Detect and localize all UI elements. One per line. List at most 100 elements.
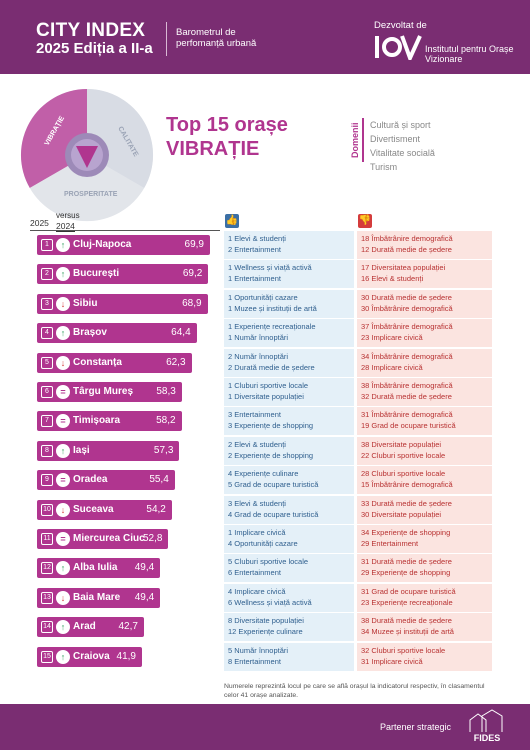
strength-item: 2 Entertainment [228, 245, 281, 254]
weakness-item: 31 Implicare civică [361, 656, 423, 666]
weakness-item: 34 Îmbătrânire demografică [361, 351, 453, 361]
trend-same-icon: = [56, 532, 70, 546]
city-name: Cluj-Napoca [73, 239, 132, 250]
city-name: Constanța [73, 356, 122, 368]
ranking-row: 2 ↑ București 69,2 1 Wellness și viață a… [0, 260, 530, 289]
weakness-item: 31 Îmbătrânire demografică [361, 410, 453, 420]
strengths-cell: 4 Implicare civică 6 Wellness și viață a… [224, 583, 354, 612]
city-score: 69,2 [182, 268, 203, 280]
weakness-item: 38 Durată medie de ședere [361, 616, 452, 626]
score-bar: 1 ↑ Cluj-Napoca 69,9 [37, 235, 210, 255]
city-score: 58,2 [156, 415, 176, 427]
strength-item: 8 Diversitate populației [228, 616, 304, 626]
city-score: 42,7 [118, 621, 138, 633]
strength-item: 5 Cluburi sportive locale [228, 557, 309, 567]
ranking-row: 7 = Timișoara 58,2 3 Entertainment 3 Exp… [0, 407, 530, 436]
rank-badge: 5 [41, 356, 53, 369]
strength-item: 5 Grad de ocupare turistică [228, 480, 319, 490]
weakness-item: 18 Îmbătrânire demografică [361, 234, 453, 243]
weaknesses-cell: 18 Îmbătrânire demografică 12 Durată med… [357, 231, 492, 259]
rank-badge: 14 [41, 621, 53, 634]
footnote: Numerele reprezintă locul pe care se afl… [224, 683, 485, 699]
strength-item: 2 Experiențe de shopping [228, 450, 314, 460]
institute-name: Institutul pentru Orașe Vizionare [425, 44, 514, 64]
domain-item: Turism [370, 162, 398, 172]
weakness-item: 38 Îmbătrânire demografică [361, 381, 453, 390]
weakness-item: 32 Cluburi sportive locale [361, 645, 446, 655]
city-name: Brașov [73, 327, 107, 339]
score-bar: 7 = Timișoara 58,2 [37, 411, 182, 432]
weakness-item: 28 Implicare civică [361, 362, 423, 372]
header-banner [0, 0, 530, 74]
strengths-cell: 1 Elevi & studenți 2 Entertainment [224, 231, 354, 259]
page-title: Top 15 orașe VIBRAȚIE [166, 113, 288, 161]
thumbs-up-icon: 👍 [225, 214, 239, 228]
index-title: CITY INDEX [36, 20, 146, 41]
city-score: 49,4 [134, 562, 155, 574]
ranking-row: 13 ↓ Baia Mare 49,4 4 Implicare civică 6… [0, 583, 530, 612]
trend-up-icon: ↑ [56, 649, 70, 664]
weakness-item: 34 Experiențe de shopping [361, 528, 451, 537]
strengths-cell: 8 Diversitate populației 12 Experiențe c… [224, 613, 354, 642]
strengths-cell: 5 Cluburi sportive locale 6 Entertainmen… [224, 554, 354, 583]
rank-badge: 4 [41, 327, 53, 340]
title-line-1: Top 15 orașe [166, 114, 288, 136]
weakness-item: 37 Îmbătrânire demografică [361, 322, 453, 332]
weaknesses-cell: 28 Cluburi sportive locale 15 Îmbătrânir… [357, 466, 492, 495]
strength-item: 2 Număr înnoptări [228, 351, 289, 361]
rank-badge: 9 [41, 474, 53, 487]
strength-item: 3 Elevi & studenți [228, 498, 286, 508]
strength-item: 1 Muzee și instituții de artă [228, 303, 317, 313]
weakness-item: 38 Diversitate populației [361, 439, 442, 449]
weaknesses-cell: 38 Diversitate populației 22 Cluburi spo… [357, 436, 492, 465]
city-score: 57,3 [153, 444, 174, 456]
trend-down-icon: ↓ [56, 355, 70, 370]
footer-banner [0, 704, 530, 750]
weaknesses-cell: 32 Cluburi sportive locale 31 Implicare … [357, 642, 492, 671]
weaknesses-cell: 31 Grad de ocupare turistică 23 Experien… [357, 583, 492, 612]
city-score: 55,4 [149, 474, 169, 486]
weakness-item: 31 Grad de ocupare turistică [361, 586, 456, 596]
score-bar: 6 = Târgu Mureș 58,3 [37, 382, 182, 402]
score-bar: 2 ↑ București 69,2 [37, 264, 209, 285]
trend-up-icon: ↑ [56, 267, 70, 282]
strength-item: 5 Număr înnoptări [228, 645, 289, 655]
weakness-item: 17 Diversitatea populației [361, 263, 446, 273]
wheel-label-prosperitate: PROSPERITATE [64, 191, 118, 198]
strength-item: 3 Experiențe de shopping [228, 421, 314, 431]
score-bar: 8 ↑ Iași 57,3 [37, 440, 180, 461]
city-name: Alba Iulia [73, 562, 118, 574]
city-name: Iași [73, 444, 90, 456]
weaknesses-cell: 33 Durată medie de ședere 30 Diversitate… [357, 495, 492, 524]
rank-badge: 12 [41, 562, 53, 575]
trend-down-icon: ↓ [56, 502, 70, 517]
city-name: Târgu Mureș [73, 386, 134, 397]
domains-wheel-icon: VIBRAȚIE CALITATE PROSPERITATE [20, 88, 154, 222]
weaknesses-cell: 31 Îmbătrânire demografică 19 Grad de oc… [357, 407, 492, 436]
strengths-cell: 2 Număr înnoptări 2 Durată medie de șede… [224, 348, 354, 377]
strengths-cell: 2 Elevi & studenți 2 Experiențe de shopp… [224, 436, 354, 465]
ranking-row: 14 ↑ Arad 42,7 8 Diversitate populației … [0, 613, 530, 642]
strength-item: 1 Implicare civică [228, 528, 286, 537]
city-name: Miercurea Ciuc [73, 533, 145, 544]
rank-badge: 7 [41, 415, 53, 428]
year-previous: 2024 [56, 221, 75, 232]
iov-logo [375, 35, 422, 60]
rank-badge: 10 [41, 503, 53, 516]
score-bar: 15 ↑ Craiova 41,9 [37, 646, 142, 667]
rank-badge: 3 [41, 297, 53, 310]
weaknesses-cell: 37 Îmbătrânire demografică 23 Implicare … [357, 319, 492, 348]
city-score: 49,4 [134, 591, 155, 603]
domain-item: Divertisment [370, 134, 421, 144]
strength-item: 1 Oportunități cazare [228, 292, 298, 302]
strengths-cell: 1 Experiențe recreaționale 1 Număr înnop… [224, 319, 354, 348]
strength-item: 1 Wellness și viață activă [228, 263, 312, 273]
strengths-cell: 1 Implicare civică 4 Oportunități cazare [224, 525, 354, 553]
city-name: Baia Mare [73, 591, 121, 603]
score-bar: 14 ↑ Arad 42,7 [37, 617, 144, 638]
strength-item: 2 Durată medie de ședere [228, 362, 315, 372]
weaknesses-cell: 38 Durată medie de ședere 34 Muzee și in… [357, 613, 492, 642]
weakness-item: 28 Cluburi sportive locale [361, 469, 446, 479]
strength-item: 1 Entertainment [228, 274, 281, 284]
city-name: Craiova [73, 650, 110, 662]
